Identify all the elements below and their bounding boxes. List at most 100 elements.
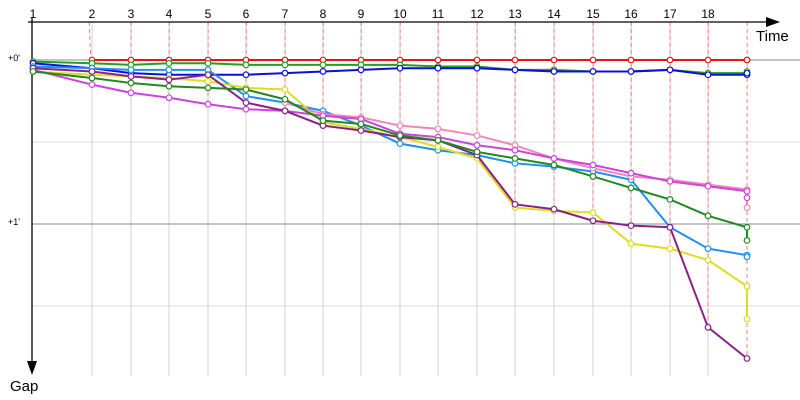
x-tick-label: 5 [205,7,212,21]
data-point [589,209,597,216]
series [281,99,751,212]
y-tick-labels: +0' +1' [8,53,20,227]
data-point [550,56,558,64]
data-point [127,89,135,97]
x-tick-label: 1 [30,7,37,21]
data-point [704,56,712,64]
x-axis-title: Time [756,28,789,45]
data-point [511,56,519,64]
series-line [32,70,748,241]
data-point [743,253,751,261]
y-axis-arrow-icon [27,361,37,375]
data-point [281,86,289,93]
axes [27,17,780,375]
data-point [319,117,327,125]
x-tick-label: 18 [701,7,715,21]
x-tick-label: 13 [508,7,522,21]
series-line [32,70,748,320]
data-point [550,68,558,75]
x-tick-label: 14 [547,7,561,21]
grid [32,22,800,376]
data-point [434,136,442,144]
data-point [473,132,481,139]
data-point [204,71,212,79]
data-point [29,68,37,75]
data-point [589,68,597,75]
data-point [127,79,135,87]
x-tick-label: 11 [432,7,445,21]
data-point [434,56,442,64]
data-point [743,204,751,212]
series-line [32,62,748,76]
data-point [242,105,250,113]
x-tick-label: 17 [663,7,677,21]
data-point [473,56,481,64]
y-tick-label: +0' [8,53,20,63]
data-point [627,240,635,248]
data-point [434,143,442,151]
data-point [165,66,173,74]
data-point [127,66,135,74]
data-point [666,195,674,203]
data-point [396,132,404,139]
data-point [357,120,365,128]
data-point [550,205,558,213]
x-tick-label: 8 [320,7,327,21]
data-point [127,72,135,80]
data-point [281,107,289,115]
data-point [704,71,712,79]
data-point [281,95,289,103]
x-tick-label: 12 [470,7,484,21]
data-point [511,66,519,74]
data-point [88,68,96,75]
data-point [743,223,751,231]
data-point [88,81,96,88]
x-tick-label: 7 [282,7,289,21]
data-point [704,256,712,264]
y-axis-title: Gap [10,378,38,395]
data-point [627,222,635,230]
data-point [743,315,751,323]
series [29,66,751,202]
data-point [743,194,751,202]
series-line [32,65,748,257]
data-point [743,282,751,290]
series [88,56,751,64]
x-tick-label: 9 [358,7,365,21]
data-point [473,148,481,156]
x-tick-label: 4 [166,7,173,21]
data-point [666,177,674,185]
data-point [627,56,635,64]
data-point [550,154,558,162]
data-point [165,82,173,90]
data-point [743,355,751,362]
data-point [396,122,404,129]
data-point [357,127,365,134]
x-tick-label: 16 [624,7,638,21]
x-tick-labels: 1 2 3 4 5 6 7 8 9 10 11 12 13 14 15 16 17 18 [30,7,715,21]
series [29,64,751,362]
data-point [511,146,519,154]
data-point [666,56,674,64]
data-point [396,64,404,72]
data-point [743,56,751,64]
data-point [242,99,250,107]
data-point [666,66,674,74]
series [29,68,751,244]
data-point [242,71,250,79]
x-tick-label: 6 [243,7,250,21]
data-point [666,245,674,253]
data-point [589,56,597,64]
data-point [627,184,635,192]
data-point [204,59,212,67]
data-point [88,74,96,82]
data-point [357,66,365,74]
data-point [165,59,173,67]
data-point [511,200,519,208]
data-point [281,61,289,69]
data-point [511,154,519,162]
data-point [165,76,173,84]
data-point [434,125,442,133]
series-line [32,67,748,360]
data-point [281,69,289,77]
